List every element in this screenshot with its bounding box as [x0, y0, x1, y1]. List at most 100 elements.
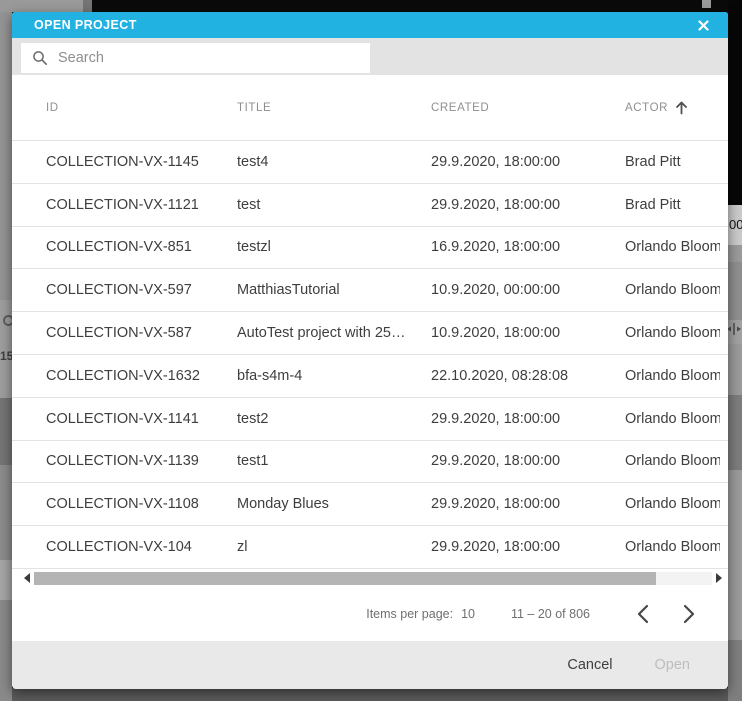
cell-title: test	[237, 196, 261, 213]
background-scrollbar-fragment	[702, 0, 711, 8]
column-header-label: ID	[46, 101, 59, 114]
cell-created: 29.9.2020, 18:00:00	[431, 153, 561, 170]
table-row[interactable]: COLLECTION-VX-1139 test1 29.9.2020, 18:0…	[12, 439, 728, 483]
cell-actor: Orlando Bloom	[625, 282, 720, 299]
search-input[interactable]	[58, 43, 370, 73]
background-right-patch	[728, 640, 742, 701]
scrollbar-thumb[interactable]	[34, 571, 656, 585]
background-right-patch	[728, 262, 742, 320]
cell-id: COLLECTION-VX-851	[46, 239, 192, 256]
background-left-patch	[0, 600, 12, 701]
cell-actor: Brad Pitt	[625, 153, 681, 170]
column-header-created[interactable]: CREATED	[431, 102, 625, 114]
cell-created: 29.9.2020, 18:00:00	[431, 539, 561, 556]
horizontal-scrollbar	[12, 568, 728, 587]
cell-title: zl	[237, 539, 248, 556]
cell-title: test4	[237, 153, 269, 170]
table-row[interactable]: COLLECTION-VX-851 testzl 16.9.2020, 18:0…	[12, 225, 728, 269]
table-row[interactable]: COLLECTION-VX-1108 Monday Blues 29.9.202…	[12, 482, 728, 525]
cell-id: COLLECTION-VX-1121	[46, 196, 199, 213]
table-row[interactable]: COLLECTION-VX-1121 test 29.9.2020, 18:00…	[12, 182, 728, 226]
cell-actor: Brad Pitt	[625, 196, 681, 213]
table-row[interactable]: COLLECTION-VX-1141 test2 29.9.2020, 18:0…	[12, 396, 728, 440]
dialog-title: OPEN PROJECT	[34, 18, 137, 32]
table-row[interactable]: COLLECTION-VX-1632 bfa-s4m-4 22.10.2020,…	[12, 353, 728, 397]
background-left-patch	[0, 560, 12, 600]
scroll-left-arrow-icon[interactable]	[24, 572, 30, 583]
column-header-label: CREATED	[431, 101, 490, 114]
background-bottom-strip	[12, 688, 728, 701]
dialog-titlebar: OPEN PROJECT	[12, 12, 728, 38]
table-row[interactable]: COLLECTION-VX-1145 test4 29.9.2020, 18:0…	[12, 140, 728, 183]
background-number-fragment: 00	[729, 217, 742, 232]
cell-title: testzl	[237, 239, 271, 256]
cell-created: 10.9.2020, 18:00:00	[431, 325, 561, 342]
cell-id: COLLECTION-VX-104	[46, 539, 192, 556]
background-right-black-area	[728, 0, 742, 205]
search-icon	[32, 50, 48, 66]
background-right-patch	[728, 320, 742, 344]
column-header-id[interactable]: ID	[46, 102, 237, 114]
cell-title: test1	[237, 453, 269, 470]
column-header-label: ACTOR	[625, 101, 669, 114]
cell-actor: Orlando Bloom	[625, 453, 720, 470]
table-row[interactable]: COLLECTION-VX-104 zl 29.9.2020, 18:00:00…	[12, 525, 728, 568]
background-right-patch	[728, 395, 742, 470]
cell-id: COLLECTION-VX-587	[46, 325, 192, 342]
cancel-button[interactable]: Cancel	[567, 656, 613, 673]
items-per-page-select[interactable]: 10	[461, 606, 475, 621]
cell-actor: Orlando Bloom	[625, 539, 720, 556]
trim-tool-icon	[727, 322, 741, 341]
table-row[interactable]: COLLECTION-VX-587 AutoTest project with …	[12, 311, 728, 354]
cell-id: COLLECTION-VX-1108	[46, 496, 199, 513]
open-project-dialog: OPEN PROJECT ID TITLE CREATED ACTOR COLL…	[12, 12, 728, 689]
cell-created: 29.9.2020, 18:00:00	[431, 496, 561, 513]
open-button[interactable]: Open	[654, 656, 690, 673]
column-header-label: TITLE	[237, 101, 272, 114]
cell-id: COLLECTION-VX-1632	[46, 367, 200, 384]
background-left-patch	[0, 465, 12, 560]
close-icon	[697, 19, 709, 31]
background-right-patch	[728, 205, 742, 245]
cell-title: MatthiasTutorial	[237, 282, 340, 299]
next-page-button[interactable]	[680, 602, 698, 626]
cell-title: AutoTest project with 25…	[237, 325, 406, 342]
cell-title: bfa-s4m-4	[237, 367, 303, 384]
cell-id: COLLECTION-VX-1145	[46, 153, 199, 170]
cell-id: COLLECTION-VX-597	[46, 282, 192, 299]
items-per-page-label: Items per page:	[366, 606, 454, 621]
search-box	[21, 43, 370, 73]
paginator: Items per page: 10 11 – 20 of 806	[12, 587, 728, 641]
cell-created: 10.9.2020, 00:00:00	[431, 282, 561, 299]
cell-actor: Orlando Bloom	[625, 325, 720, 342]
close-button[interactable]	[694, 16, 712, 34]
cell-actor: Orlando Bloom	[625, 239, 720, 256]
cell-actor: Orlando Bloom	[625, 410, 720, 427]
cell-created: 29.9.2020, 18:00:00	[431, 196, 561, 213]
background-top-strip	[0, 0, 83, 12]
cell-created: 29.9.2020, 18:00:00	[431, 410, 561, 427]
cell-created: 22.10.2020, 08:28:08	[431, 367, 569, 384]
dialog-footer: Cancel Open	[12, 640, 728, 689]
background-top-strip	[83, 0, 92, 12]
table-header-row: ID TITLE CREATED ACTOR	[12, 75, 728, 140]
page-range-label: 11 – 20 of 806	[510, 606, 590, 621]
search-section	[12, 38, 728, 75]
cell-created: 29.9.2020, 18:00:00	[431, 453, 561, 470]
cell-created: 16.9.2020, 18:00:00	[431, 239, 561, 256]
previous-page-button[interactable]	[634, 602, 652, 626]
chevron-left-icon	[637, 604, 649, 624]
cell-id: COLLECTION-VX-1141	[46, 410, 199, 427]
cell-title: Monday Blues	[237, 496, 329, 513]
chevron-right-icon	[683, 604, 695, 624]
column-header-actor[interactable]: ACTOR	[625, 101, 720, 115]
project-table-body: COLLECTION-VX-1145 test4 29.9.2020, 18:0…	[12, 140, 728, 569]
cell-actor: Orlando Bloom	[625, 496, 720, 513]
cell-id: COLLECTION-VX-1139	[46, 453, 199, 470]
cell-actor: Orlando Bloom	[625, 367, 720, 384]
table-row[interactable]: COLLECTION-VX-597 MatthiasTutorial 10.9.…	[12, 268, 728, 311]
cell-title: test2	[237, 410, 269, 427]
scroll-right-arrow-icon[interactable]	[716, 572, 722, 583]
sort-ascending-icon	[675, 101, 688, 115]
column-header-title[interactable]: TITLE	[237, 102, 431, 114]
